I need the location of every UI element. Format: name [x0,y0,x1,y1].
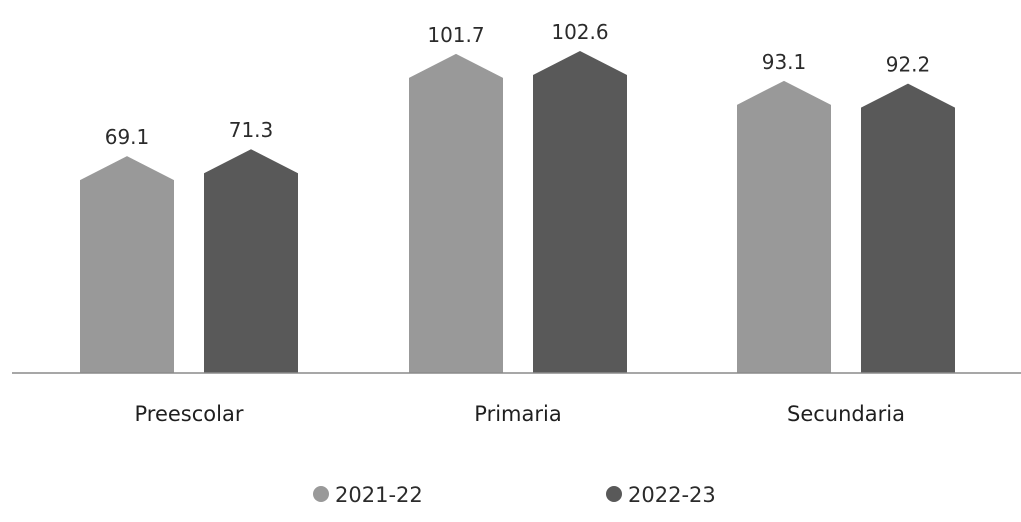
category-label-secundaria: Secundaria [787,402,905,426]
bar-preescolar-2021-22 [80,156,174,373]
value-label-secundaria-2022-23: 92.2 [886,53,931,77]
value-label-preescolar-2022-23: 71.3 [229,118,274,142]
value-label-primaria-2021-22: 101.7 [427,23,484,47]
legend: 2021-22 2022-23 [313,483,716,507]
value-labels-layer: 69.1 71.3 101.7 102.6 93.1 92.2 [105,20,931,149]
legend-marker-2022-23 [606,486,622,502]
category-label-preescolar: Preescolar [135,402,244,426]
legend-label-2021-22: 2021-22 [335,483,423,507]
bar-primaria-2021-22 [409,53,503,374]
value-label-secundaria-2021-22: 93.1 [762,50,807,74]
legend-item-2021-22: 2021-22 [313,483,423,507]
bar-primaria-2022-23 [533,51,627,373]
bar-secundaria-2021-22 [737,80,831,373]
category-label-primaria: Primaria [474,402,561,426]
bar-preescolar-2022-23 [204,149,298,373]
value-label-preescolar-2021-22: 69.1 [105,125,150,149]
category-labels-layer: Preescolar Primaria Secundaria [135,402,905,426]
bar-secundaria-2022-23 [861,83,955,373]
value-label-primaria-2022-23: 102.6 [551,20,608,44]
legend-item-2022-23: 2022-23 [606,483,716,507]
bars-layer [80,51,955,374]
legend-label-2022-23: 2022-23 [628,483,716,507]
legend-marker-2021-22 [313,486,329,502]
